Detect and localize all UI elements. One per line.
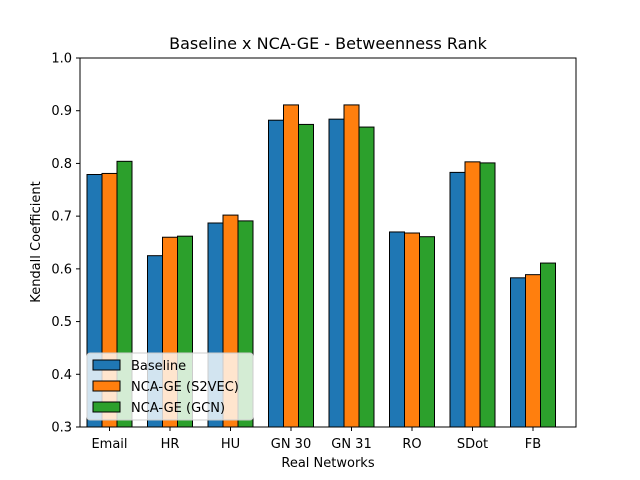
chart-title: Baseline x NCA-GE - Betweenness Rank	[169, 34, 487, 53]
bar-fb-series-2	[540, 262, 556, 428]
legend-label: NCA-GE (S2VEC)	[131, 380, 239, 395]
bar-gn-30-series-1	[283, 104, 299, 428]
bar-ro-series-1	[404, 232, 420, 428]
x-tick-label: SDot	[457, 437, 488, 452]
bar-gn-31-series-0	[328, 118, 345, 428]
y-tick-label: 0.3	[51, 421, 72, 436]
bar-sdot-series-0	[449, 171, 466, 428]
y-axis-title: Kendall Coefficient	[29, 181, 44, 302]
legend-label: NCA-GE (GCN)	[131, 401, 225, 416]
x-axis-title: Real Networks	[281, 456, 374, 471]
legend-label: Baseline	[131, 359, 186, 374]
y-tick-label: 0.9	[51, 104, 72, 119]
legend-swatch	[92, 380, 121, 392]
x-axis: Email HR HU GN 30 GN 31 RO SDot FB	[91, 427, 541, 452]
bar-gn-30-series-0	[268, 119, 284, 428]
x-tick-label: HU	[221, 437, 240, 452]
y-tick-label: 0.4	[51, 368, 72, 383]
x-tick-label: GN 30	[271, 437, 311, 452]
legend: Baseline NCA-GE (S2VEC) NCA-GE (GCN)	[86, 352, 254, 421]
x-tick-label: Email	[91, 437, 127, 452]
bar-sdot-series-2	[479, 162, 496, 428]
y-tick-label: 0.8	[51, 157, 72, 172]
x-tick-label: FB	[525, 437, 541, 452]
bar-sdot-series-1	[464, 161, 481, 428]
plot-frame	[79, 57, 577, 428]
bar-ro-series-2	[419, 236, 435, 428]
y-axis: 0.3 0.4 0.5 0.6 0.7 0.8 0.9 1.0	[51, 52, 80, 436]
legend-swatch	[92, 359, 121, 371]
bar-fb-series-0	[510, 277, 526, 428]
bar-ro-series-0	[389, 231, 405, 428]
bar-gn-30-series-2	[298, 123, 314, 428]
bar-gn-31-series-2	[358, 126, 375, 428]
bar-gn-31-series-1	[343, 104, 360, 428]
x-tick-label: RO	[402, 437, 421, 452]
legend-swatch	[92, 401, 121, 413]
y-tick-label: 0.5	[51, 315, 72, 330]
legend-box	[86, 352, 254, 421]
y-tick-label: 0.7	[51, 210, 72, 225]
x-tick-label: GN 31	[331, 437, 371, 452]
y-tick-label: 1.0	[51, 52, 72, 67]
bar-fb-series-1	[525, 274, 541, 428]
y-tick-label: 0.6	[51, 262, 72, 277]
x-tick-label: HR	[161, 437, 180, 452]
